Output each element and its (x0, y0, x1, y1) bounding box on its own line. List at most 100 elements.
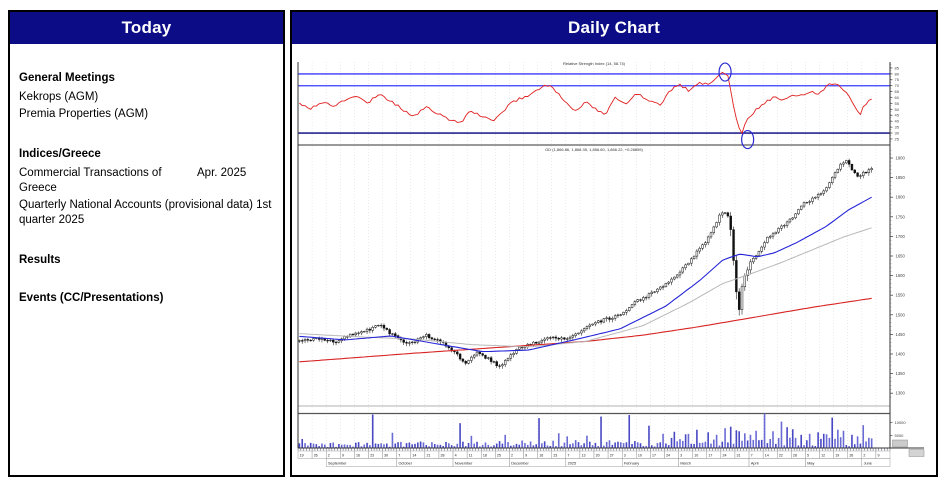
price-axis-tick-label: 1500 (896, 312, 906, 317)
rsi-label: Relative Strength Index (14, 58.74) (563, 61, 626, 66)
rsi-pane: Relative Strength Index (14, 58.74) (298, 61, 890, 150)
volume-bar (326, 446, 329, 448)
volume-bar (603, 445, 605, 448)
volume-bar (380, 443, 382, 448)
price-axis-tick-label: 1550 (896, 293, 906, 298)
price-axis-tick-label: 1300 (896, 391, 906, 396)
volume-bar (521, 440, 523, 448)
volume-bar (870, 438, 873, 448)
volume-bar (574, 440, 577, 448)
volume-bar (586, 435, 588, 448)
volume-bar (772, 431, 774, 448)
week-day-label: 30 (384, 454, 388, 458)
volume-bar (507, 442, 509, 448)
volume-bar (462, 441, 464, 448)
ma-mid-line (299, 227, 872, 348)
volume-bar (690, 443, 693, 448)
volume-bar (856, 436, 859, 448)
volume-bar (555, 446, 557, 448)
volume-bar (363, 444, 366, 448)
volume-bar (811, 445, 814, 448)
volume-bar (495, 443, 498, 448)
volume-bar (510, 445, 512, 448)
volume-bar (414, 443, 416, 448)
volume-bar (386, 443, 388, 448)
week-day-label: 26 (314, 454, 318, 458)
volume-bar (653, 446, 656, 448)
volume-pane (298, 413, 873, 448)
volume-bar (445, 441, 447, 448)
week-day-label: 17 (708, 454, 712, 458)
volume-bar (749, 434, 752, 448)
volume-bar (377, 443, 380, 448)
volume-bar (611, 444, 614, 448)
volume-bar (800, 434, 802, 448)
price-axis-tick-label: 1400 (896, 352, 906, 357)
rsi-annotation-ellipse (718, 62, 732, 82)
volume-value-box (892, 439, 908, 448)
volume-bar (808, 433, 811, 448)
week-day-label: 3 (680, 454, 682, 458)
volume-bar (569, 444, 571, 448)
volume-bar (865, 441, 867, 448)
volume-bar (456, 443, 459, 448)
week-day-label: 11 (469, 454, 473, 458)
week-day-label: 3 (624, 454, 626, 458)
week-day-label: 9 (525, 454, 527, 458)
volume-bar (338, 444, 340, 448)
volume-bar (617, 441, 619, 448)
volume-bar (397, 442, 399, 448)
week-day-label: 22 (779, 454, 783, 458)
volume-bar (442, 445, 444, 448)
volume-bar (504, 434, 506, 448)
volume-bar (614, 442, 616, 448)
axes: 8580757065605550454035302519001850180017… (297, 62, 925, 457)
volume-bar (696, 429, 698, 448)
week-day-label: 31 (737, 454, 741, 458)
rsi-axis-tick-label: 70 (895, 83, 900, 88)
rsi-axis-tick-label: 25 (895, 136, 900, 141)
volume-bar (448, 443, 450, 448)
week-day-label: 10 (694, 454, 698, 458)
section-results: Results (19, 254, 273, 266)
section-heading: Results (19, 254, 61, 266)
volume-bar (656, 443, 659, 448)
daily-chart-header: Daily Chart (292, 12, 936, 44)
daily-chart-svg: Relative Strength Index (14, 58.74) GD (1… (297, 61, 925, 467)
volume-bar (498, 441, 501, 448)
volume-bar (580, 445, 583, 448)
volume-bar (408, 442, 411, 448)
volume-bar (738, 431, 740, 448)
volume-bar (591, 445, 594, 448)
volume-bar (605, 441, 608, 448)
volume-bar (775, 443, 777, 448)
volume-bar (789, 437, 791, 448)
volume-bar (371, 414, 374, 448)
volume-bar (417, 442, 419, 448)
volume-bar (366, 442, 368, 448)
month-label: June (864, 462, 872, 466)
volume-bar (619, 442, 622, 448)
price-axis-tick-label: 1700 (896, 234, 906, 239)
volume-bar (481, 444, 484, 448)
week-day-label: 7 (398, 454, 400, 458)
volume-bar (541, 443, 543, 448)
price-axis-tick-label: 1850 (896, 175, 906, 180)
x-axis: 19 26 2 9 16 23 30 7 14 21 28 4 11 18 25 2 9 16 23 7 13 20 27 3… (297, 448, 891, 467)
today-body: General Meetings Kekrops (AGM) Premia Pr… (10, 44, 283, 310)
week-day-label: 25 (497, 454, 501, 458)
volume-bar (484, 442, 487, 448)
week-day-label: 19 (835, 454, 839, 458)
volume-bar (755, 430, 757, 448)
month-label: October (398, 462, 412, 466)
month-label: September (328, 462, 347, 466)
volume-bar (718, 445, 721, 448)
volume-bar (667, 445, 670, 448)
volume-bar (839, 437, 842, 448)
volume-bar (791, 429, 794, 448)
volume-bar (301, 438, 304, 448)
volume-bar (631, 443, 633, 448)
volume-bar (405, 443, 408, 448)
section-general-meetings: General Meetings Kekrops (AGM) Premia Pr… (19, 72, 273, 122)
volume-bar (834, 438, 836, 448)
